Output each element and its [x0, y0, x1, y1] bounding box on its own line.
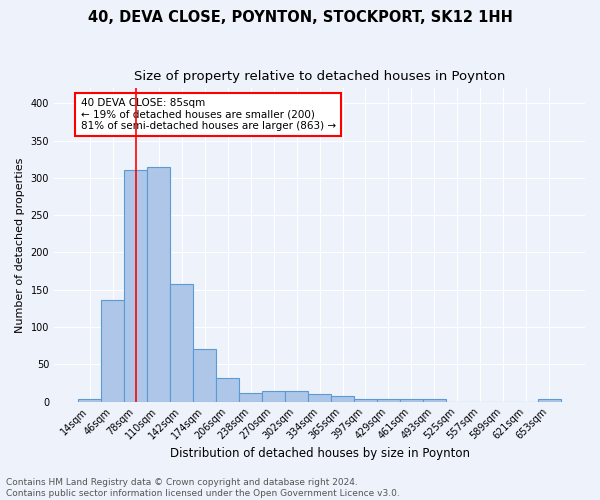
X-axis label: Distribution of detached houses by size in Poynton: Distribution of detached houses by size …: [170, 447, 470, 460]
Bar: [170, 284, 193, 402]
Bar: [216, 378, 239, 402]
Bar: [124, 170, 147, 402]
Y-axis label: Number of detached properties: Number of detached properties: [15, 158, 25, 332]
Text: 40, DEVA CLOSE, POYNTON, STOCKPORT, SK12 1HH: 40, DEVA CLOSE, POYNTON, STOCKPORT, SK12…: [88, 10, 512, 25]
Bar: [331, 396, 354, 402]
Bar: [262, 391, 285, 402]
Bar: [193, 350, 216, 402]
Bar: [101, 300, 124, 402]
Bar: [423, 398, 446, 402]
Bar: [147, 166, 170, 402]
Bar: [377, 398, 400, 402]
Bar: [538, 400, 561, 402]
Title: Size of property relative to detached houses in Poynton: Size of property relative to detached ho…: [134, 70, 505, 83]
Text: 40 DEVA CLOSE: 85sqm
← 19% of detached houses are smaller (200)
81% of semi-deta: 40 DEVA CLOSE: 85sqm ← 19% of detached h…: [80, 98, 336, 131]
Bar: [308, 394, 331, 402]
Bar: [78, 398, 101, 402]
Text: Contains HM Land Registry data © Crown copyright and database right 2024.
Contai: Contains HM Land Registry data © Crown c…: [6, 478, 400, 498]
Bar: [354, 398, 377, 402]
Bar: [285, 391, 308, 402]
Bar: [239, 394, 262, 402]
Bar: [400, 398, 423, 402]
